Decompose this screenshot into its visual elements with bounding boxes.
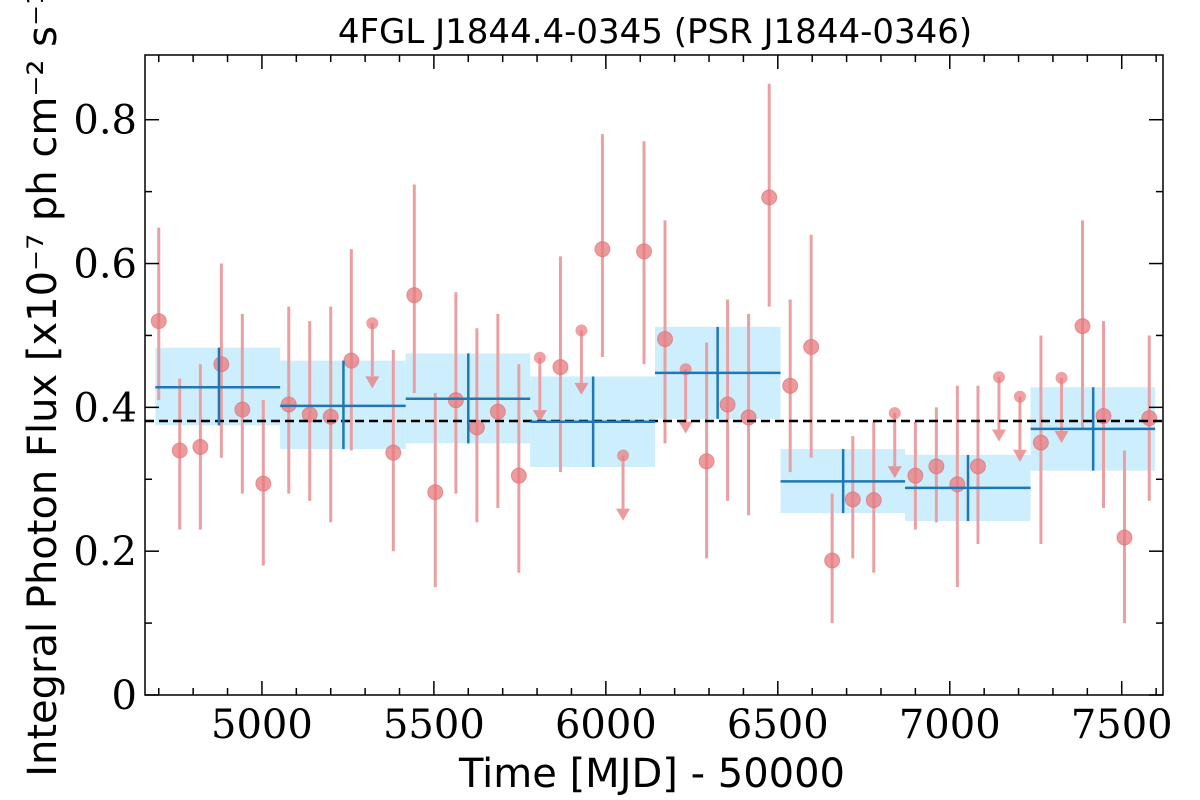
flux-point <box>844 491 861 508</box>
y-tick-label: 0 <box>112 673 137 719</box>
flux-point <box>447 392 464 409</box>
flux-point <box>406 287 423 304</box>
x-tick-label: 6000 <box>555 702 657 748</box>
flux-point <box>782 377 799 394</box>
flux-point <box>928 458 945 475</box>
upper-limit-arrow <box>365 376 380 389</box>
flux-point <box>385 444 402 461</box>
flux-point <box>969 458 986 475</box>
upper-limit-arrow <box>616 508 631 521</box>
x-tick-label: 5500 <box>383 702 485 748</box>
flux-point <box>740 409 757 426</box>
upper-limit-arrow <box>532 410 547 423</box>
y-axis-label: Integral Photon Flux [x10⁻⁷ ph cm⁻² s⁻¹] <box>20 0 66 777</box>
flux-point <box>1141 410 1158 427</box>
flux-point <box>1095 407 1112 424</box>
flux-point <box>150 313 167 330</box>
upper-limit-marker <box>992 371 1005 384</box>
flux-point <box>343 352 360 369</box>
flux-point <box>657 331 674 348</box>
x-tick-label: 5000 <box>211 702 313 748</box>
flux-point <box>865 492 882 509</box>
plot-frame <box>144 54 1164 696</box>
x-axis-label: Time [MJD] - 50000 <box>458 751 845 797</box>
upper-limit-marker <box>1013 390 1026 403</box>
flux-point <box>803 338 820 355</box>
flux-point <box>907 467 924 484</box>
flux-point <box>552 359 569 376</box>
plot-area: 5000 5500 6000 6500 7000 7500 0 0.2 0.4 0.6 0.8 <box>73 54 1173 748</box>
flux-point <box>427 484 444 501</box>
flux-point <box>255 475 272 492</box>
flux-point <box>489 403 506 420</box>
upper-limit-marker <box>533 351 546 364</box>
flux-point <box>636 243 653 260</box>
y-tick-label: 0.2 <box>73 529 137 575</box>
upper-limit-arrow <box>887 466 902 479</box>
flux-point <box>949 476 966 493</box>
x-tick-label: 7000 <box>899 702 1001 748</box>
chart-title: 4FGL J1844.4-0345 (PSR J1844-0346) <box>338 12 972 52</box>
flux-point <box>510 467 527 484</box>
y-tick-label: 0.8 <box>73 98 137 144</box>
upper-limit-arrow <box>991 429 1006 442</box>
flux-point <box>761 189 778 206</box>
flux-point <box>213 356 230 373</box>
upper-limit-marker <box>617 449 630 462</box>
upper-limit-marker <box>366 317 379 330</box>
flux-point <box>719 396 736 413</box>
flux-point <box>1074 318 1091 335</box>
x-tick-label: 6500 <box>727 702 829 748</box>
upper-limit-marker <box>575 324 588 337</box>
upper-limit-arrow <box>574 382 589 395</box>
upper-limit-arrow <box>678 421 693 434</box>
upper-limit-marker <box>888 407 901 420</box>
flux-point <box>280 396 297 413</box>
flux-point <box>1116 529 1133 546</box>
flux-point <box>824 552 841 569</box>
x-tick-label: 7500 <box>1071 702 1173 748</box>
flux-point <box>698 453 715 470</box>
upper-limit-arrow <box>1012 449 1027 462</box>
flux-point <box>1032 434 1049 451</box>
flux-point <box>234 401 251 418</box>
y-tick-label: 0.4 <box>73 385 137 431</box>
y-tick-label: 0.6 <box>73 242 137 288</box>
upper-limit-arrow <box>1054 431 1069 443</box>
upper-limit-marker <box>1055 371 1068 384</box>
flux-point <box>171 442 188 459</box>
flux-point <box>594 241 611 258</box>
flux-point <box>192 438 209 455</box>
